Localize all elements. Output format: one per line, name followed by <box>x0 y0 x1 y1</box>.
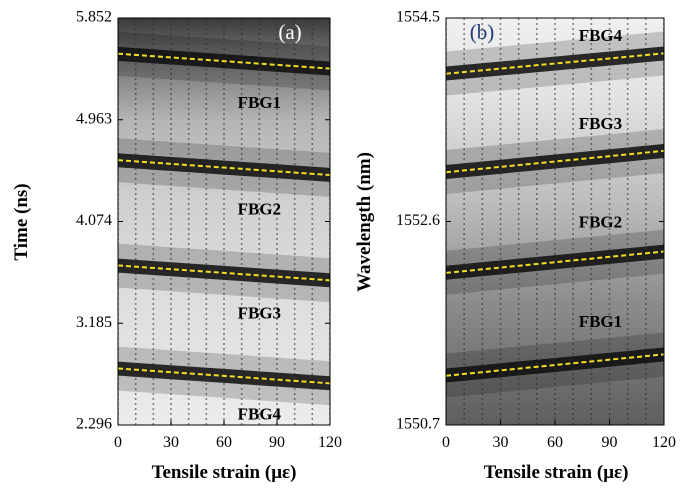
panel-a-x-axis-title: Tensile strain (με) <box>152 462 297 483</box>
panel-b: FBG4 FBG3 FBG2 FBG1 1550.7 1552.6 1554.5 0 30 6… <box>354 9 676 483</box>
a-y-tick-label: 3.185 <box>76 314 112 331</box>
b-x-tick-label: 90 <box>602 434 618 451</box>
b-label-fbg1: FBG1 <box>579 312 622 331</box>
panel-a-letter: (a) <box>278 20 301 44</box>
panel-a-background <box>118 18 330 425</box>
b-band-halo-fbg3 <box>446 129 664 195</box>
panel-b-x-axis-title: Tensile strain (με) <box>484 462 629 483</box>
a-fit-line-fbg4 <box>118 367 330 385</box>
b-x-tick-label: 60 <box>547 434 563 451</box>
a-x-tick-label: 90 <box>269 434 285 451</box>
b-label-fbg3: FBG3 <box>579 114 622 133</box>
a-x-tick-label: 60 <box>216 434 232 451</box>
a-label-fbg3: FBG3 <box>238 304 281 323</box>
a-fit-line-fbg1 <box>118 52 330 70</box>
panel-a-y-axis-title: Time (ns) <box>11 183 32 260</box>
a-x-tick-label: 120 <box>318 434 342 451</box>
b-fit-line-fbg3 <box>446 149 664 174</box>
b-x-tick-label: 120 <box>652 434 676 451</box>
a-label-fbg2: FBG2 <box>238 199 281 218</box>
panel-b-letter: (b) <box>470 20 495 44</box>
a-y-tick-label: 4.963 <box>76 110 112 127</box>
b-label-fbg2: FBG2 <box>579 213 622 232</box>
b-x-tick-label: 0 <box>442 434 450 451</box>
b-y-tick-label: 1552.6 <box>396 212 440 229</box>
a-y-tick-label: 5.852 <box>76 9 112 26</box>
panel-a: FBG1 FBG2 FBG3 FBG4 2.296 3.185 4.074 4.963 5.8… <box>11 9 342 483</box>
a-fit-line-fbg3 <box>118 264 330 282</box>
a-x-tick-label: 30 <box>163 434 179 451</box>
b-x-tick-label: 30 <box>493 434 509 451</box>
a-label-fbg4: FBG4 <box>238 404 282 423</box>
a-y-tick-label: 2.296 <box>76 416 112 433</box>
a-y-tick-label: 4.074 <box>76 212 112 229</box>
a-x-tick-label: 0 <box>114 434 122 451</box>
panel-b-y-axis-title: Wavelength (nm) <box>354 152 375 292</box>
a-label-fbg1: FBG1 <box>238 93 281 112</box>
b-y-tick-label: 1550.7 <box>396 416 440 433</box>
b-band-fbg3 <box>446 144 664 180</box>
a-fit-line-fbg2 <box>118 159 330 177</box>
b-fit-line-fbg2 <box>446 250 664 274</box>
b-fit-line-fbg1 <box>446 353 664 377</box>
b-fit-line-fbg4 <box>446 52 664 75</box>
b-y-tick-label: 1554.5 <box>396 9 440 26</box>
b-label-fbg4: FBG4 <box>579 26 623 45</box>
